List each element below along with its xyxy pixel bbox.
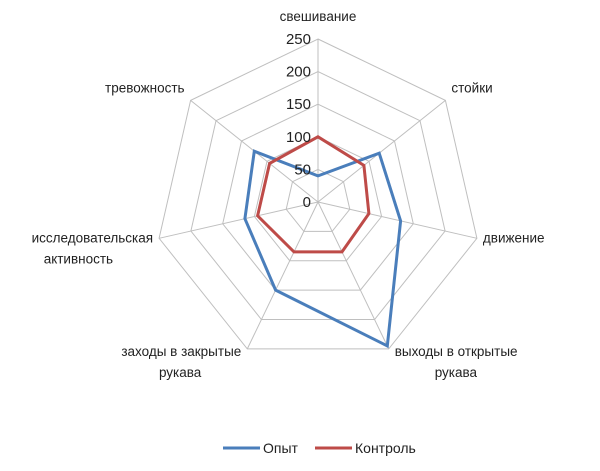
tick-label-4: 200 bbox=[286, 64, 311, 81]
radar-spokes bbox=[158, 39, 478, 350]
category-label-5-line-1: активность bbox=[44, 251, 113, 266]
spoke-2 bbox=[317, 201, 478, 239]
tick-label-0: 0 bbox=[303, 194, 311, 211]
grid-ring-3 bbox=[222, 103, 414, 291]
tick-label-3: 150 bbox=[286, 96, 311, 113]
grid-ring-5 bbox=[158, 38, 478, 350]
spoke-4 bbox=[246, 201, 319, 350]
tick-label-1: 50 bbox=[294, 161, 311, 178]
legend-label-0: Опыт bbox=[263, 440, 299, 456]
category-label-0-line-0: свешивание bbox=[280, 9, 357, 24]
category-label-6-line-0: тревожность bbox=[105, 80, 185, 95]
category-label-4-line-0: заходы в закрытые bbox=[121, 344, 241, 359]
category-label-1-line-0: стойки bbox=[451, 80, 492, 95]
category-label-3-line-0: выходы в открытые bbox=[395, 344, 518, 359]
category-label-2-line-0: движение bbox=[483, 230, 545, 245]
grid-ring-2 bbox=[253, 136, 383, 262]
spoke-1 bbox=[317, 100, 446, 203]
radar-series bbox=[243, 135, 403, 349]
tick-label-5: 250 bbox=[286, 31, 311, 48]
tick-label-2: 100 bbox=[286, 129, 311, 146]
radar-category-labels: свешивание стойки движение выходы в открыты… bbox=[32, 9, 545, 380]
series-line-1 bbox=[255, 135, 371, 254]
category-label-4-line-1: рукава bbox=[159, 365, 202, 380]
chart-legend: Опыт Контроль bbox=[223, 440, 416, 456]
category-label-5-line-0: исследовательская bbox=[32, 230, 154, 245]
spoke-5 bbox=[158, 201, 319, 239]
radar-tick-labels: 0 50 100 150 200 250 bbox=[286, 31, 311, 211]
grid-ring-1 bbox=[285, 168, 351, 232]
series-line-0 bbox=[243, 149, 403, 349]
radar-grid bbox=[158, 38, 478, 350]
spoke-3 bbox=[317, 201, 390, 350]
grid-ring-4 bbox=[190, 71, 446, 320]
category-label-3-line-1: рукава bbox=[435, 365, 478, 380]
legend-label-1: Контроль bbox=[355, 440, 416, 456]
